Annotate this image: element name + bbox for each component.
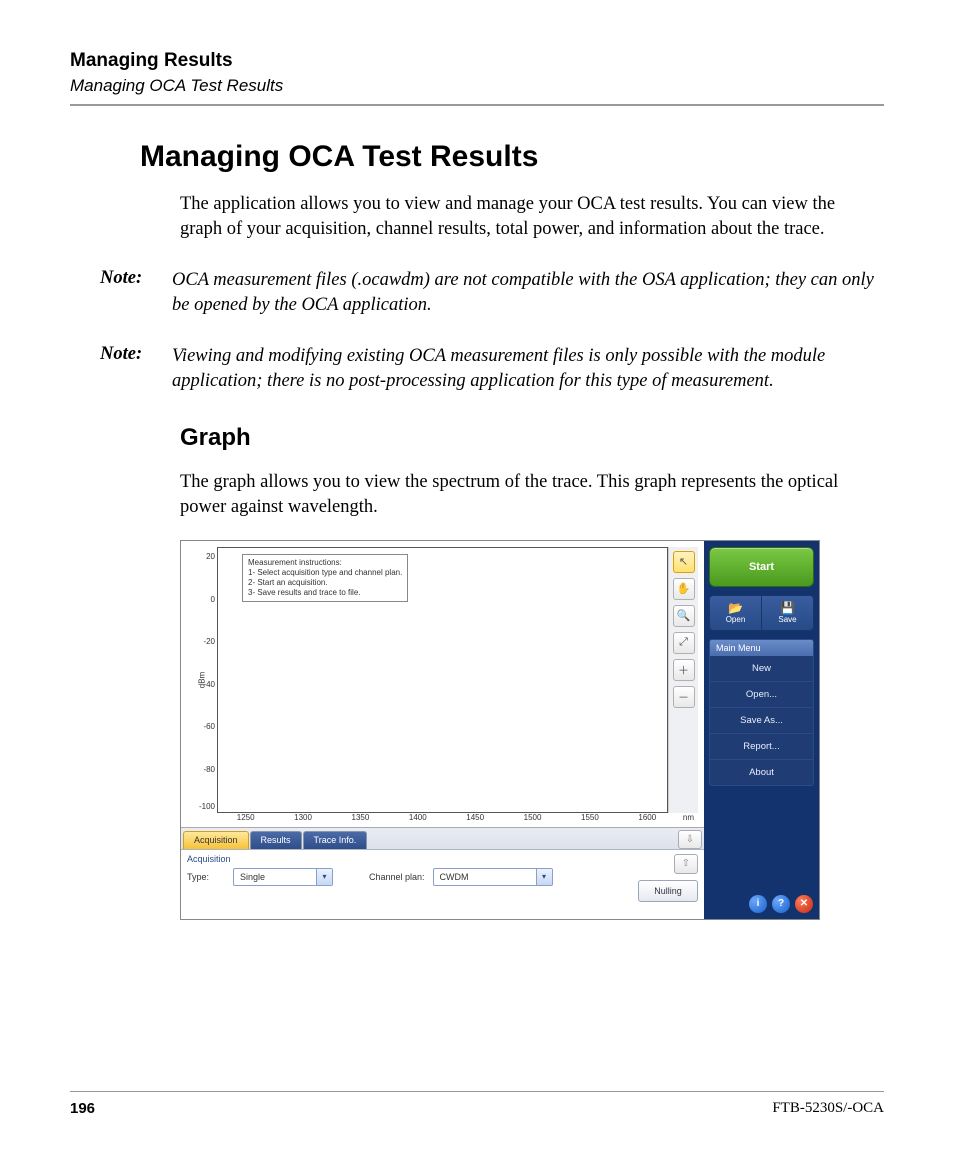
x-tick: 1500 [504, 813, 561, 827]
chart-area: dBm 20 0 -20 -40 -60 -80 -100 Measuremen… [181, 541, 704, 813]
plan-combo[interactable]: CWDM ▾ [433, 868, 553, 886]
x-tick: 1550 [561, 813, 618, 827]
bottom-icon-row: i ? ✕ [749, 895, 813, 913]
main-menu-header: Main Menu [709, 639, 814, 656]
header-title: Managing Results [70, 50, 884, 72]
y-tick: -60 [203, 722, 215, 731]
y-tick: -40 [203, 680, 215, 689]
instr-line: 1- Select acquisition type and channel p… [248, 568, 402, 578]
acquisition-section-label: Acquisition [187, 854, 638, 864]
note-label: Note: [100, 344, 172, 394]
folder-open-icon: 📂 [728, 602, 743, 614]
instr-line: 2- Start an acquisition. [248, 578, 402, 588]
section-body: The graph allows you to view the spectru… [180, 470, 874, 520]
page-header: Managing Results Managing OCA Test Resul… [70, 50, 884, 106]
expand-up-icon[interactable]: ⇧ [674, 854, 698, 874]
plot-canvas[interactable]: Measurement instructions: 1- Select acqu… [217, 547, 668, 813]
collapse-down-icon[interactable]: ⇩ [678, 830, 702, 849]
y-tick: -80 [203, 765, 215, 774]
x-tick: 1250 [217, 813, 274, 827]
open-button[interactable]: 📂 Open [710, 596, 761, 630]
page-footer: 196 FTB-5230S/-OCA [70, 1091, 884, 1117]
x-tick: 1600 [619, 813, 676, 827]
instr-line: 3- Save results and trace to file. [248, 588, 402, 598]
chart-toolbar: ↖ ✋ 🔍 ⤢ ＋ － [668, 547, 698, 813]
y-tick: -100 [199, 802, 215, 811]
menu-item-about[interactable]: About [710, 759, 813, 785]
zoom-in-icon[interactable]: ＋ [673, 659, 695, 681]
x-tick: 1450 [447, 813, 504, 827]
open-save-row: 📂 Open 💾 Save [709, 595, 814, 631]
x-axis: 1250 1300 1350 1400 1450 1500 1550 1600 … [181, 813, 704, 827]
acquisition-body: Acquisition Type: Single ▾ Channel plan:… [181, 850, 704, 919]
hand-icon[interactable]: ✋ [673, 578, 695, 600]
doc-id: FTB-5230S/-OCA [772, 1100, 884, 1117]
y-tick: 0 [211, 595, 215, 604]
instructions-box: Measurement instructions: 1- Select acqu… [242, 554, 408, 602]
save-label: Save [778, 615, 796, 624]
app-screenshot: dBm 20 0 -20 -40 -60 -80 -100 Measuremen… [180, 540, 820, 920]
menu-item-save-as[interactable]: Save As... [710, 707, 813, 733]
x-tick: 1400 [389, 813, 446, 827]
plan-value: CWDM [434, 872, 536, 882]
tabs-row: Acquisition Results Trace Info. ⇩ [181, 828, 704, 850]
type-combo[interactable]: Single ▾ [233, 868, 333, 886]
menu-item-report[interactable]: Report... [710, 733, 813, 759]
y-tick: 20 [206, 552, 215, 561]
x-tick: 1300 [274, 813, 331, 827]
intro-paragraph: The application allows you to view and m… [180, 192, 874, 242]
note-text: OCA measurement files (.ocawdm) are not … [172, 268, 874, 318]
section-title: Graph [180, 424, 884, 452]
plan-label: Channel plan: [369, 872, 425, 882]
page-number: 196 [70, 1100, 95, 1117]
menu-item-open[interactable]: Open... [710, 681, 813, 707]
header-rule [70, 104, 884, 106]
nulling-button[interactable]: Nulling [638, 880, 698, 902]
type-label: Type: [187, 872, 225, 882]
y-axis: dBm 20 0 -20 -40 -60 -80 -100 [187, 547, 217, 813]
open-label: Open [726, 615, 746, 624]
tab-trace-info[interactable]: Trace Info. [303, 831, 368, 849]
close-icon[interactable]: ✕ [795, 895, 813, 913]
app-left-pane: dBm 20 0 -20 -40 -60 -80 -100 Measuremen… [181, 541, 704, 919]
zoom-out-icon[interactable]: － [673, 686, 695, 708]
zoom-icon[interactable]: 🔍 [673, 605, 695, 627]
zoom-fit-icon[interactable]: ⤢ [673, 632, 695, 654]
pointer-icon[interactable]: ↖ [673, 551, 695, 573]
menu-item-new[interactable]: New [710, 656, 813, 681]
main-title: Managing OCA Test Results [140, 140, 884, 174]
info-icon[interactable]: i [749, 895, 767, 913]
y-tick: -20 [203, 637, 215, 646]
start-button[interactable]: Start [709, 547, 814, 587]
x-unit-label: nm [676, 813, 698, 827]
note-text: Viewing and modifying existing OCA measu… [172, 344, 874, 394]
bottom-panel: Acquisition Results Trace Info. ⇩ Acquis… [181, 827, 704, 919]
note-1: Note: OCA measurement files (.ocawdm) ar… [100, 268, 874, 318]
tab-acquisition[interactable]: Acquisition [183, 831, 249, 849]
tab-results[interactable]: Results [250, 831, 302, 849]
x-tick: 1350 [332, 813, 389, 827]
app-sidebar: Start 📂 Open 💾 Save Main Menu New Open..… [704, 541, 819, 919]
header-subtitle: Managing OCA Test Results [70, 76, 884, 96]
type-value: Single [234, 872, 316, 882]
instr-title: Measurement instructions: [248, 558, 402, 568]
help-icon[interactable]: ? [772, 895, 790, 913]
note-2: Note: Viewing and modifying existing OCA… [100, 344, 874, 394]
save-button[interactable]: 💾 Save [761, 596, 813, 630]
chevron-down-icon: ▾ [536, 869, 552, 885]
note-label: Note: [100, 268, 172, 318]
floppy-save-icon: 💾 [780, 602, 795, 614]
chevron-down-icon: ▾ [316, 869, 332, 885]
main-menu-list: New Open... Save As... Report... About [709, 656, 814, 786]
